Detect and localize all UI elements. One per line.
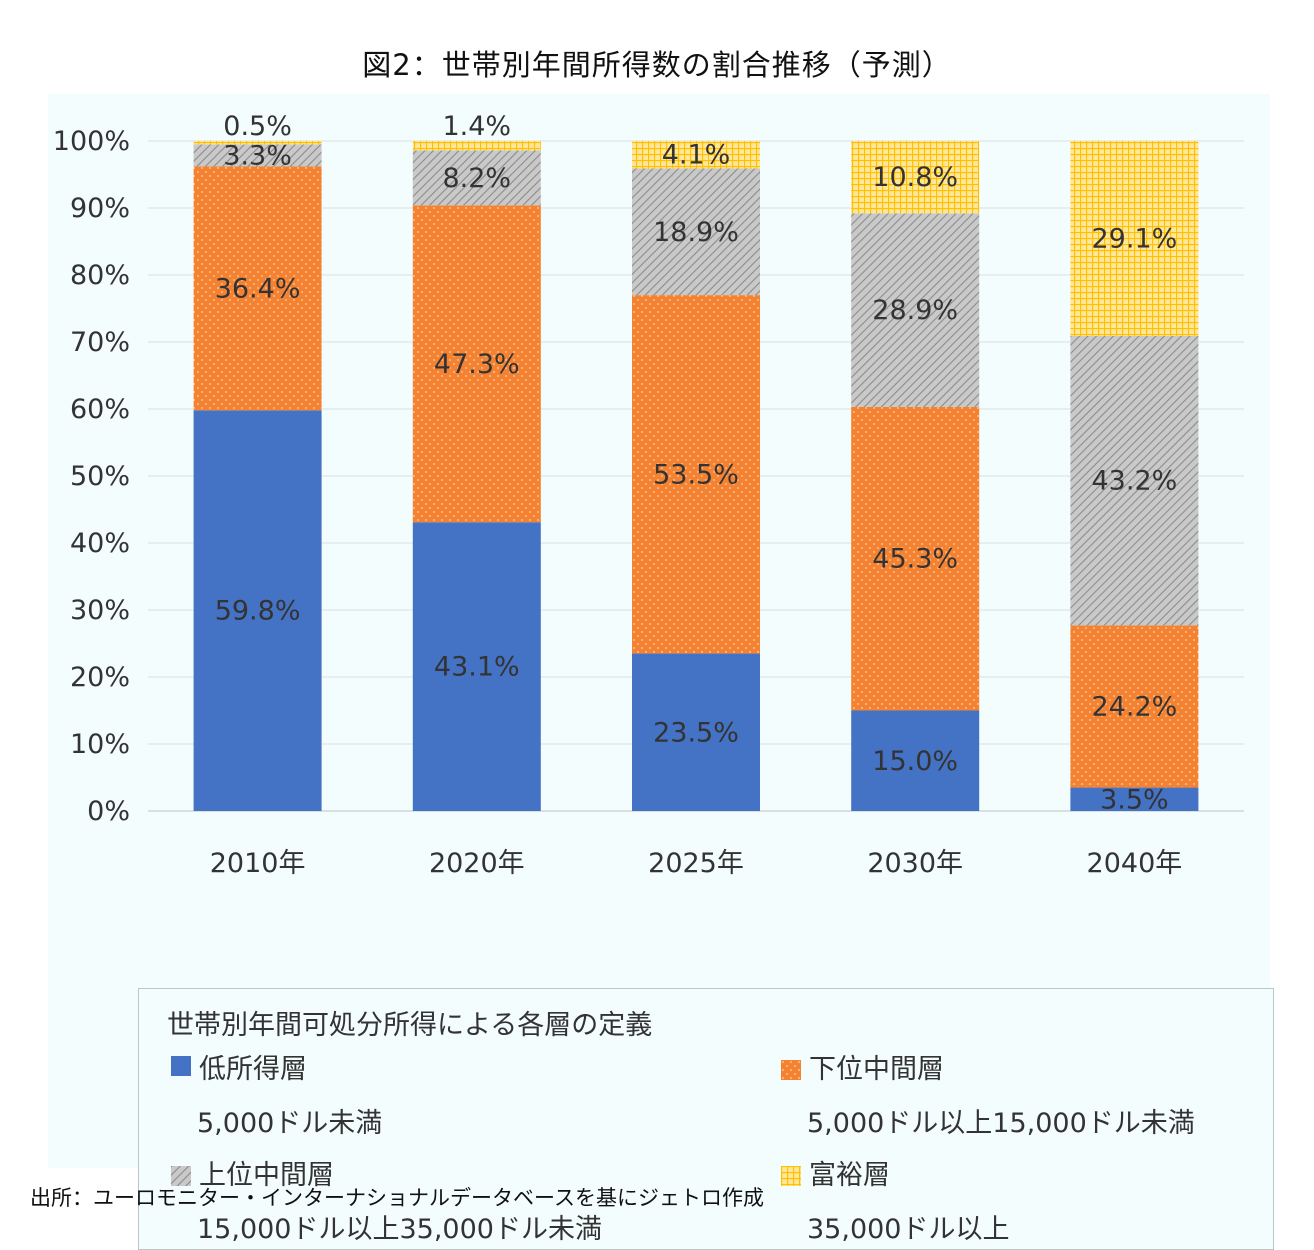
y-tick-label: 10%	[70, 729, 130, 760]
bar-segment-lower-middle	[412, 205, 541, 523]
bar-segment-lower-middle	[632, 295, 760, 654]
bar-segment-lower-middle	[851, 406, 980, 711]
data-label-lower-middle: 47.3%	[434, 349, 520, 380]
bars	[193, 141, 1199, 811]
legend-range-lower-middle: 5,000ドル以上15,000ドル未満	[807, 1108, 1195, 1139]
data-label-low-income: 3.5%	[1100, 784, 1169, 815]
bar-segment-wealthy	[1070, 141, 1199, 336]
x-tick-label: 2030年	[867, 848, 963, 879]
x-tick-label: 2010年	[210, 848, 306, 879]
x-axis: 2010年 2020年 2025年 2030年 2040年	[210, 848, 1183, 879]
legend-swatch-wealthy	[781, 1162, 801, 1186]
legend: 世帯別年間可処分所得による各層の定義 低所得層 5,000ドル未満 下位中間層 …	[138, 988, 1274, 1250]
y-tick-label: 50%	[70, 461, 130, 492]
legend-range-wealthy: 35,000ドル以上	[807, 1214, 1010, 1245]
bar-segment-lower-middle	[1070, 625, 1199, 788]
bar-segment-wealthy	[851, 141, 980, 214]
data-label-wealthy: 10.8%	[872, 162, 958, 193]
y-tick-label: 20%	[70, 662, 130, 693]
data-label-lower-middle: 36.4%	[215, 273, 301, 304]
legend-swatch-upper-middle	[171, 1162, 191, 1186]
bar-segment-upper-middle	[193, 144, 322, 167]
legend-range-low-income: 5,000ドル未満	[197, 1108, 383, 1139]
bar-segment-low-income	[412, 522, 541, 811]
y-tick-label: 60%	[70, 394, 130, 425]
legend-range-upper-middle: 15,000ドル以上35,000ドル未満	[197, 1214, 602, 1245]
data-label-low-income: 43.1%	[434, 652, 520, 683]
bar-segment-wealthy	[193, 141, 322, 145]
bar-segment-upper-middle	[1070, 335, 1199, 626]
plot-panel: 0% 10% 20% 30% 40% 50% 60% 70% 80% 90% 100% 59.8% 3…	[48, 94, 1274, 1250]
bar-segment-wealthy	[412, 141, 541, 151]
bar-segment-low-income	[193, 410, 322, 811]
bar-segment-low-income	[851, 710, 980, 811]
data-label-lower-middle: 45.3%	[872, 544, 958, 575]
data-label-wealthy: 1.4%	[442, 111, 511, 142]
data-label-upper-middle: 43.2%	[1092, 466, 1178, 497]
legend-label-lower-middle: 下位中間層	[809, 1054, 944, 1085]
data-label-low-income: 59.8%	[215, 596, 301, 627]
bar-segment-upper-middle	[412, 150, 541, 206]
data-label-lower-middle: 24.2%	[1092, 691, 1178, 722]
bar-segment-lower-middle	[193, 166, 322, 411]
data-label-wealthy: 0.5%	[223, 111, 292, 142]
source-note: 出所：ユーロモニター・インターナショナルデータベースを基にジェトロ作成	[30, 1186, 764, 1210]
data-label-low-income: 23.5%	[653, 717, 739, 748]
y-tick-label: 90%	[70, 193, 130, 224]
y-tick-label: 100%	[53, 126, 130, 157]
data-labels: 59.8% 36.4% 3.3%0.5% 43.1% 47.3% 8.2% 1.4% 23.5…	[215, 111, 1178, 815]
x-tick-label: 2025年	[648, 848, 744, 879]
data-label-upper-middle: 8.2%	[442, 163, 511, 194]
y-tick-label: 40%	[70, 528, 130, 559]
y-axis: 0% 10% 20% 30% 40% 50% 60% 70% 80% 90% 100%	[53, 126, 130, 827]
bar-segment-upper-middle	[851, 213, 980, 407]
bar-segment-upper-middle	[632, 168, 760, 296]
stacked-bar-chart: 0% 10% 20% 30% 40% 50% 60% 70% 80% 90% 100% 59.8% 3…	[53, 111, 1244, 879]
x-tick-label: 2040年	[1087, 848, 1183, 879]
legend-label-upper-middle: 上位中間層	[199, 1160, 334, 1191]
y-tick-label: 30%	[70, 595, 130, 626]
legend-heading: 世帯別年間可処分所得による各層の定義	[167, 1010, 653, 1041]
legend-label-low-income: 低所得層	[199, 1054, 307, 1085]
y-tick-label: 0%	[87, 796, 130, 827]
legend-label-wealthy: 富裕層	[809, 1160, 890, 1191]
bar-segment-wealthy	[632, 141, 760, 169]
data-label-wealthy: 4.1%	[662, 140, 731, 171]
chart-title: 図2：世帯別年間所得数の割合推移（予測）	[362, 48, 952, 82]
y-tick-label: 70%	[70, 327, 130, 358]
y-tick-label: 80%	[70, 260, 130, 291]
legend-swatch-low-income	[171, 1056, 191, 1076]
data-label-upper-middle: 28.9%	[872, 295, 958, 326]
legend-swatch-lower-middle	[781, 1056, 801, 1080]
data-label-upper-middle: 18.9%	[653, 217, 739, 248]
data-label-low-income: 15.0%	[872, 746, 958, 777]
bar-segment-low-income	[632, 653, 760, 811]
x-tick-label: 2020年	[429, 848, 525, 879]
data-label-wealthy: 29.1%	[1092, 223, 1178, 254]
data-label-upper-middle: 3.3%	[223, 140, 292, 171]
bar-segment-low-income	[1070, 787, 1199, 811]
data-label-lower-middle: 53.5%	[653, 459, 739, 490]
